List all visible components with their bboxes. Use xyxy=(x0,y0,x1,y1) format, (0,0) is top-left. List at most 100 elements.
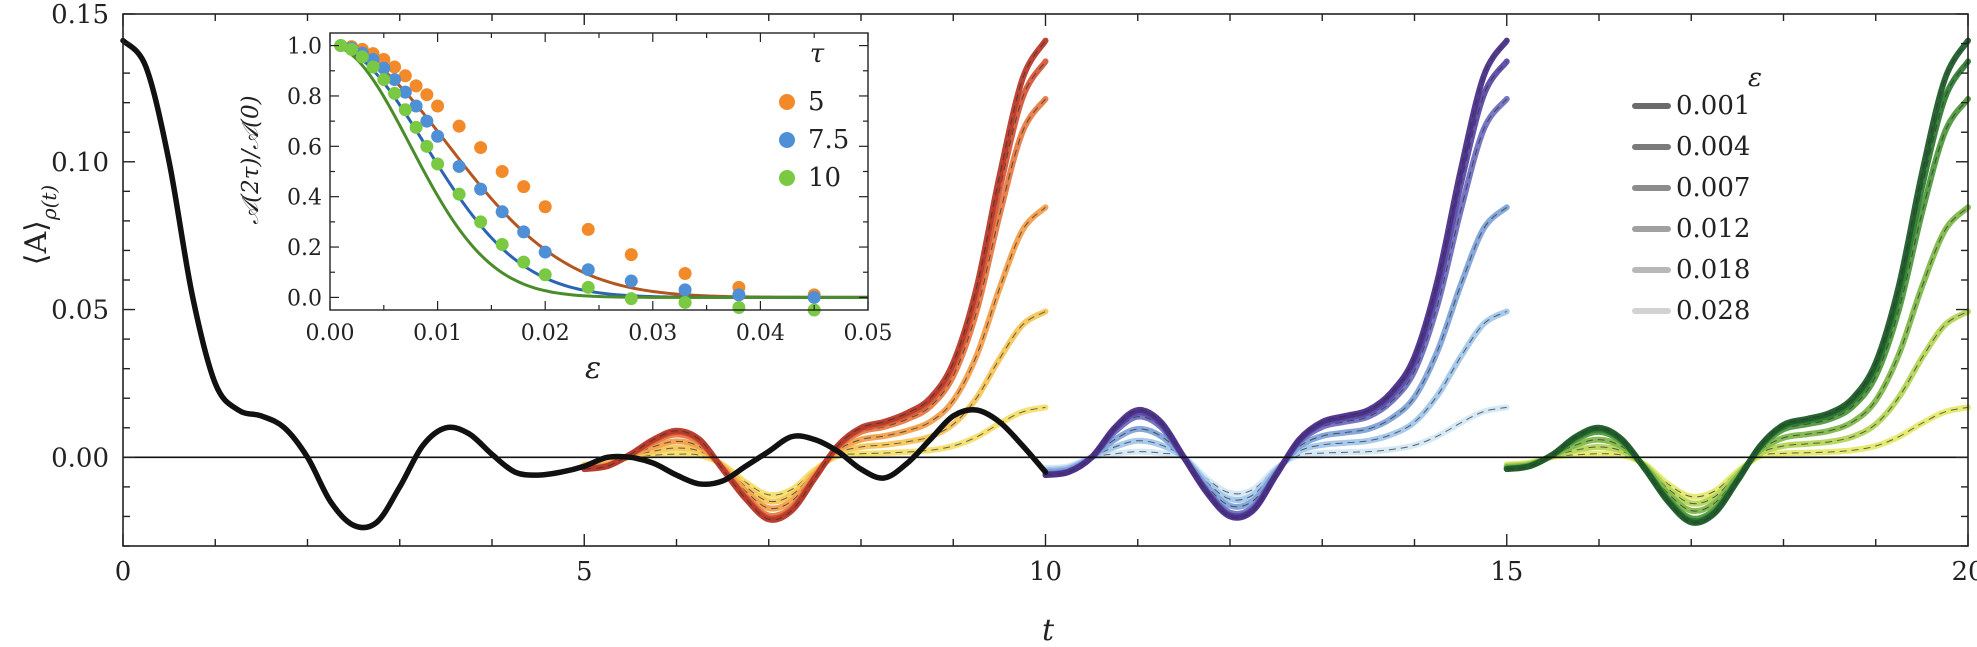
inset-point-tau-5 xyxy=(624,248,638,262)
inset-point-tau-7.5 xyxy=(377,61,391,75)
inset-point-tau-7.5 xyxy=(538,245,552,259)
inset-point-tau-7.5 xyxy=(398,85,412,99)
inset-point-tau-5 xyxy=(420,88,434,102)
inset-point-tau-5 xyxy=(409,79,423,93)
inset-point-tau-10 xyxy=(409,120,423,134)
inset-xtick-label: 0.00 xyxy=(306,321,355,346)
inset-point-tau-7.5 xyxy=(388,73,402,87)
inset-y-axis-title: 𝒜(2τ)/𝒜(0) xyxy=(238,95,264,224)
inset-ytick-label: 0.8 xyxy=(287,85,322,110)
inset-point-tau-10 xyxy=(581,280,595,294)
tau-legend: τ 5 7.5 10 xyxy=(779,39,849,193)
main-ytick-label: 0.05 xyxy=(51,296,109,326)
inset-point-tau-7.5 xyxy=(732,288,746,302)
inset-ticks xyxy=(329,33,869,310)
inset-point-tau-10 xyxy=(398,103,412,117)
main-ytick-label: 0.00 xyxy=(51,443,109,473)
inset-point-tau-10 xyxy=(334,39,348,53)
main-y-axis-title-sub: ρ(t) xyxy=(37,185,61,221)
segment-2-eps-0.001-dashed xyxy=(1045,40,1508,519)
inset-point-tau-10 xyxy=(678,295,692,309)
inset-point-tau-7.5 xyxy=(431,129,445,143)
tau-legend-label: 7.5 xyxy=(808,125,849,155)
inset-ytick-label: 0.4 xyxy=(287,186,322,211)
inset-point-tau-5 xyxy=(388,60,402,74)
inset-point-tau-7.5 xyxy=(807,290,821,304)
main-ticks xyxy=(122,13,1969,547)
svg-text:𝒜(2τ)/𝒜(0): 𝒜(2τ)/𝒜(0) xyxy=(238,95,264,224)
main-ytick-labels: 0.15 0.10 0.05 0.00 xyxy=(51,0,109,473)
inset-point-tau-5 xyxy=(452,119,466,133)
inset-point-tau-7.5 xyxy=(495,205,509,219)
inset-point-tau-10 xyxy=(431,157,445,171)
inset-point-tau-5 xyxy=(678,266,692,280)
inset-points xyxy=(334,39,821,317)
main-xtick-label: 10 xyxy=(1029,557,1062,587)
inset-point-tau-10 xyxy=(420,139,434,153)
inset-point-tau-10 xyxy=(345,42,359,56)
tau-legend-title: τ xyxy=(810,39,825,69)
segment-1-eps-0.001-dashed xyxy=(584,40,1046,521)
tau-legend-swatch xyxy=(779,94,795,110)
segment-2-eps-0.012-line xyxy=(1042,204,1510,510)
main-xtick-label: 0 xyxy=(115,557,132,587)
inset-background xyxy=(238,25,876,382)
inset-ytick-label: 0.2 xyxy=(287,236,322,261)
inset-x-axis-title: ε xyxy=(585,351,601,386)
main-ytick-label: 0.10 xyxy=(51,148,109,178)
inset-point-tau-10 xyxy=(495,238,509,252)
inset-point-tau-7.5 xyxy=(420,114,434,128)
main-xtick-label: 15 xyxy=(1490,557,1523,587)
inset-ytick-label: 1.0 xyxy=(287,35,322,60)
main-x-axis-title: t xyxy=(1042,613,1055,647)
svg-text:⟨A⟩ρ(t): ⟨A⟩ρ(t) xyxy=(19,185,61,265)
inset-ytick-label: 0.6 xyxy=(287,135,322,160)
epsilon-legend-label: 0.012 xyxy=(1676,214,1750,244)
inset-point-tau-5 xyxy=(517,180,531,194)
epsilon-legend-label: 0.004 xyxy=(1676,132,1750,162)
inset-point-tau-10 xyxy=(732,300,746,314)
main-xtick-labels: 0 5 10 15 20 xyxy=(115,557,1977,587)
inset-point-tau-7.5 xyxy=(678,283,692,297)
epsilon-legend-label: 0.001 xyxy=(1676,91,1750,121)
tau-legend-label: 5 xyxy=(808,87,825,117)
segment-1-eps-0.028-dashed xyxy=(584,406,1046,496)
inset-point-tau-10 xyxy=(538,268,552,282)
inset-ytick-labels: 1.0 0.8 0.6 0.4 0.2 0.0 xyxy=(287,35,322,312)
epsilon-legend-label: 0.007 xyxy=(1676,173,1750,203)
inset-xtick-labels: 0.00 0.01 0.02 0.03 0.04 0.05 xyxy=(306,321,893,346)
inset-ytick-label: 0.0 xyxy=(287,286,322,311)
inset-plot: 0.00 0.01 0.02 0.03 0.04 0.05 1.00.80.60.40.2… xyxy=(238,25,892,386)
tau-legend-swatch xyxy=(779,132,795,148)
epsilon-legend-label: 0.028 xyxy=(1676,296,1750,326)
inset-xtick-label: 0.03 xyxy=(628,321,677,346)
inset-point-tau-10 xyxy=(624,292,638,306)
tau-legend-swatch xyxy=(779,170,795,186)
inset-point-tau-7.5 xyxy=(474,182,488,196)
inset-xtick-label: 0.04 xyxy=(736,321,785,346)
main-ytick-label: 0.15 xyxy=(51,0,109,30)
inset-point-tau-10 xyxy=(366,60,380,74)
inset-point-tau-10 xyxy=(377,73,391,87)
inset-point-tau-5 xyxy=(495,165,509,178)
inset-xtick-label: 0.01 xyxy=(413,321,462,346)
inset-point-tau-10 xyxy=(517,255,531,269)
inset-point-tau-10 xyxy=(474,215,488,229)
epsilon-legend: ε 0.001 0.004 0.007 0.012 0.018 0.028 xyxy=(1632,63,1762,326)
epsilon-legend-label: 0.018 xyxy=(1676,255,1750,285)
inset-point-tau-7.5 xyxy=(517,225,531,239)
inset-point-tau-7.5 xyxy=(452,159,466,173)
reference-series-layer xyxy=(120,37,1049,531)
segment-3-eps-0.018-dashed xyxy=(1506,311,1969,505)
main-y-axis-title: ⟨A⟩ρ(t) xyxy=(19,185,61,265)
inset-point-tau-10 xyxy=(388,86,402,100)
inset-point-tau-7.5 xyxy=(581,263,595,277)
inset-point-tau-5 xyxy=(538,200,552,214)
segment-2-eps-0.028-dashed xyxy=(1045,406,1507,495)
tau-legend-label: 10 xyxy=(808,163,841,193)
main-xtick-label: 5 xyxy=(576,557,593,587)
epsilon-legend-title: ε xyxy=(1748,63,1762,93)
inset-point-tau-7.5 xyxy=(624,274,638,288)
main-xtick-label: 20 xyxy=(1951,557,1977,587)
